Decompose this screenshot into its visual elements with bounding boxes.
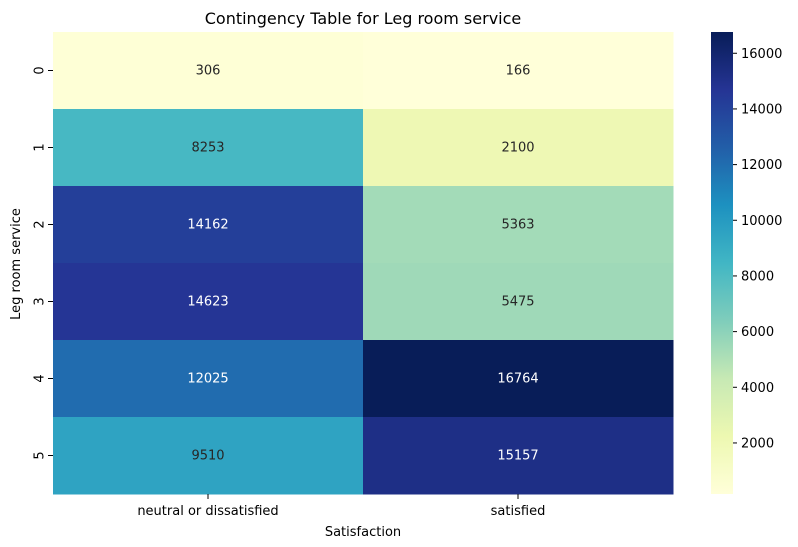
colorbar-tick-label: 16000: [741, 47, 782, 62]
heatmap-cell: [363, 186, 674, 264]
y-tick-label: 5: [33, 451, 48, 459]
heatmap-cell: [53, 263, 364, 341]
cell-value-labels: 306 166 8253 2100 14162 5363 14623 5475 12025 167…: [187, 64, 538, 464]
colorbar-tick-label: 12000: [741, 158, 782, 173]
cell-value-label: 306: [196, 64, 221, 79]
y-tick-label: 3: [33, 297, 48, 305]
cell-value-label: 16764: [497, 372, 538, 387]
x-tick-label: satisfied: [491, 504, 546, 519]
colorbar-tick-label: 2000: [741, 436, 774, 451]
cell-value-label: 9510: [191, 449, 224, 464]
y-tick-label: 4: [33, 374, 48, 382]
cell-value-label: 5475: [501, 295, 534, 310]
colorbar-tick-label: 4000: [741, 381, 774, 396]
x-tick-label: neutral or dissatisfied: [137, 504, 278, 519]
heatmap-cell: [363, 417, 674, 495]
y-tick-label: 1: [33, 143, 48, 151]
colorbar-tick-label: 10000: [741, 214, 782, 229]
heatmap-cell: [363, 340, 674, 418]
heatmap-cell: [53, 186, 364, 264]
colorbar-tick-label: 14000: [741, 102, 782, 117]
colorbar-tick-label: 6000: [741, 325, 774, 340]
chart-title: Contingency Table for Leg room service: [205, 9, 522, 28]
heatmap-cell: [363, 263, 674, 341]
cell-value-label: 8253: [191, 141, 224, 156]
cell-value-label: 166: [506, 64, 531, 79]
heatmap-cell: [363, 32, 674, 110]
x-axis-label: Satisfaction: [325, 525, 401, 540]
heatmap-cell: [53, 109, 364, 187]
cell-value-label: 12025: [187, 372, 228, 387]
y-axis: 0 1 2 3 4 5: [33, 66, 53, 460]
colorbar-tick-label: 8000: [741, 269, 774, 284]
y-axis-label: Leg room service: [9, 208, 24, 320]
cell-value-label: 2100: [501, 141, 534, 156]
heatmap-cells: [53, 32, 674, 495]
cell-value-label: 14623: [187, 295, 228, 310]
cell-value-label: 15157: [497, 449, 538, 464]
heatmap-cell: [53, 417, 364, 495]
heatmap-cell: [53, 32, 364, 110]
heatmap-cell: [53, 340, 364, 418]
heatmap-cell: [363, 109, 674, 187]
y-tick-label: 0: [33, 66, 48, 74]
y-tick-label: 2: [33, 220, 48, 228]
x-axis: neutral or dissatisfied satisfied: [137, 494, 545, 519]
cell-value-label: 14162: [187, 218, 228, 233]
colorbar: [711, 32, 733, 494]
colorbar-ticks: 2000 4000 6000 8000 10000 12000 14000 16000: [733, 47, 782, 451]
cell-value-label: 5363: [501, 218, 534, 233]
